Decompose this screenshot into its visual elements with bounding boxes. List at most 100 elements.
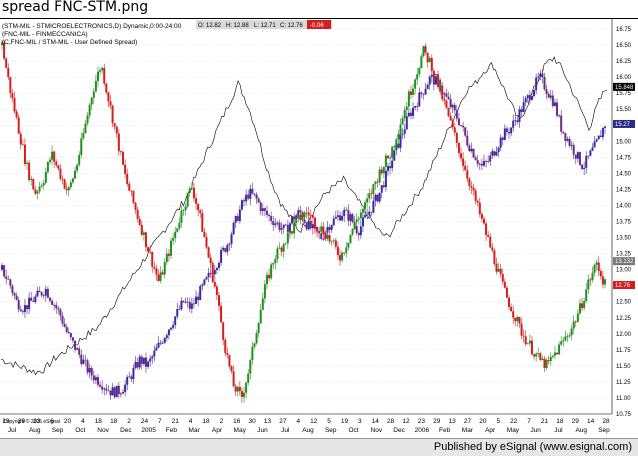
x-month-label: Feb bbox=[439, 427, 451, 434]
fnc-candle bbox=[387, 155, 390, 159]
stm-candle bbox=[51, 300, 54, 305]
stm-candle bbox=[307, 220, 310, 230]
fnc-candle bbox=[409, 91, 412, 95]
stm-candle bbox=[61, 315, 64, 324]
fnc-candle bbox=[197, 203, 200, 211]
stm-candle bbox=[236, 216, 239, 221]
fnc-candle bbox=[376, 181, 379, 183]
stm-candle bbox=[55, 305, 58, 309]
fnc-candle bbox=[380, 169, 383, 174]
stm-candle bbox=[497, 147, 500, 153]
fnc-candle bbox=[533, 354, 536, 357]
x-day-label: 14 bbox=[587, 418, 595, 425]
stm-candle bbox=[80, 354, 83, 364]
fnc-candle bbox=[159, 272, 162, 281]
stm-candle bbox=[464, 127, 467, 136]
stm-candle bbox=[128, 376, 131, 378]
fnc-candle bbox=[341, 252, 344, 261]
fnc-candle bbox=[305, 212, 308, 214]
stm-candle bbox=[334, 216, 337, 219]
fnc-candle bbox=[122, 151, 125, 165]
fnc-candle bbox=[147, 247, 150, 252]
fnc-candle bbox=[107, 92, 110, 102]
fnc-candle bbox=[303, 212, 306, 218]
x-day-label: 21 bbox=[541, 418, 549, 425]
stm-candle bbox=[547, 93, 550, 98]
fnc-candle bbox=[597, 262, 600, 272]
legend-line-fnc: (FNC-MIL - FINMECCANICA) bbox=[2, 31, 88, 38]
x-month-label: Mar bbox=[462, 427, 474, 434]
stm-candle bbox=[42, 295, 45, 297]
x-day-label: 30 bbox=[249, 418, 257, 425]
x-day-label: 4 bbox=[81, 418, 85, 425]
fnc-candle bbox=[55, 161, 58, 166]
stm-candle bbox=[505, 128, 508, 132]
stm-candle bbox=[543, 77, 546, 90]
stm-candle bbox=[21, 311, 24, 313]
fnc-candle bbox=[5, 58, 8, 68]
fnc-candle bbox=[568, 335, 571, 337]
fnc-candle bbox=[61, 178, 64, 180]
stm-candle bbox=[355, 226, 358, 234]
fnc-candle bbox=[562, 340, 565, 342]
stm-candle bbox=[176, 309, 179, 317]
fnc-candle bbox=[119, 151, 122, 153]
fnc-candle bbox=[149, 251, 152, 253]
fnc-candle bbox=[295, 218, 298, 224]
stm-candle bbox=[566, 138, 569, 141]
stm-candle bbox=[199, 286, 202, 301]
y-tick-label: 16.75 bbox=[616, 27, 632, 33]
stm-candle bbox=[65, 326, 68, 332]
fnc-candle bbox=[535, 353, 538, 357]
fnc-candle bbox=[176, 228, 179, 232]
x-month-label: Jun bbox=[257, 427, 268, 434]
fnc-candle bbox=[263, 284, 266, 299]
fnc-candle bbox=[384, 155, 387, 167]
stm-candle bbox=[328, 227, 331, 230]
stm-candle bbox=[305, 222, 308, 230]
stm-candle bbox=[587, 155, 590, 157]
fnc-candle bbox=[69, 182, 72, 188]
fnc-candle bbox=[318, 230, 321, 232]
fnc-candle bbox=[343, 252, 346, 254]
stm-candle bbox=[434, 76, 437, 85]
x-day-label: 5 bbox=[327, 418, 331, 425]
stm-candle bbox=[270, 215, 273, 222]
stm-candle bbox=[268, 214, 271, 216]
fnc-candle bbox=[111, 105, 114, 124]
stm-candle bbox=[63, 323, 66, 327]
fnc-candle bbox=[472, 187, 475, 191]
x-month-label: Nov bbox=[371, 427, 383, 434]
fnc-candle bbox=[558, 344, 561, 355]
stm-candle bbox=[399, 134, 402, 148]
stm-candle bbox=[71, 337, 74, 341]
stm-candle bbox=[253, 193, 256, 195]
stm-candle bbox=[520, 109, 523, 112]
stm-candle bbox=[576, 152, 579, 159]
y-tick-label: 15.00 bbox=[616, 139, 632, 145]
stm-candle bbox=[378, 192, 381, 202]
fnc-candle bbox=[138, 218, 141, 225]
price-chart[interactable]: 16.7516.5016.2516.0015.7515.5015.2515.00… bbox=[0, 19, 638, 439]
fnc-candle bbox=[261, 298, 264, 310]
stm-candle bbox=[510, 127, 513, 134]
fnc-candle bbox=[247, 373, 250, 383]
stm-candle bbox=[159, 342, 162, 344]
stm-candle bbox=[3, 265, 6, 277]
fnc-candle bbox=[432, 70, 435, 75]
stm-candle bbox=[564, 133, 567, 141]
chart-panel: 16.7516.5016.2516.0015.7515.5015.2515.00… bbox=[0, 18, 638, 439]
x-day-label: 7 bbox=[158, 418, 162, 425]
x-day-label: 22 bbox=[510, 418, 518, 425]
fnc-candle bbox=[397, 133, 400, 140]
fnc-candle bbox=[564, 336, 567, 341]
fnc-candle bbox=[301, 217, 304, 221]
fnc-candle bbox=[42, 182, 45, 186]
fnc-candle bbox=[587, 279, 590, 290]
fnc-candle bbox=[163, 262, 166, 275]
stm-candle bbox=[192, 303, 195, 305]
fnc-candle bbox=[330, 240, 333, 242]
fnc-candle bbox=[253, 343, 256, 347]
fnc-candle bbox=[59, 168, 62, 179]
fnc-candle bbox=[92, 91, 95, 98]
